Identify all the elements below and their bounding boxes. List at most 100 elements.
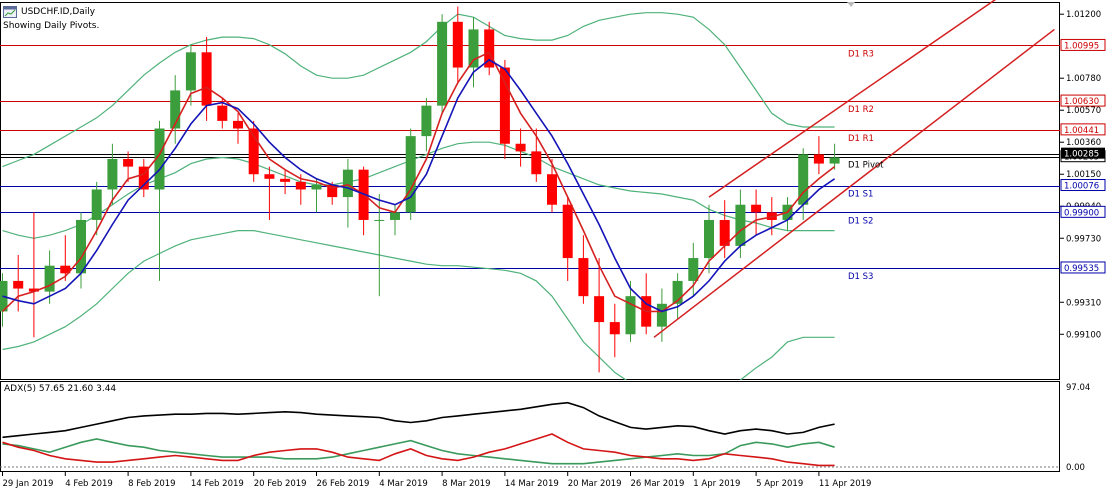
price-tag-box [1060,123,1106,136]
candle-bull [829,157,840,164]
x-tick-label: 20 Feb 2019 [254,479,307,489]
candle-bear [751,204,762,213]
pivot-label: D1 Pivot [848,161,884,171]
candle-bear [531,151,542,175]
candle-bull [76,219,86,274]
candle-bear [609,322,620,335]
candle-bear [813,154,824,164]
candle-bear [60,265,71,274]
price-tag-box [1060,94,1106,107]
candle-bull [91,189,102,220]
chart-subtitle: Showing Daily Pivots. [3,21,100,31]
x-tick-label: 26 Feb 2019 [317,479,370,489]
pivot-label: D1 S2 [848,216,873,226]
adx-plus-di-line [2,438,835,465]
chart-window-icon [3,6,17,18]
x-tick-label: 8 Feb 2019 [128,479,176,489]
y-tick-label: 0.99100 [1066,330,1101,340]
y-tick-label: 0.99310 [1066,298,1101,308]
adx-main-line [2,401,835,439]
adx-minus-di-line [2,433,835,467]
pivot-label: D1 S1 [848,190,873,200]
candle-bull [468,29,479,68]
candle-bull [405,136,416,213]
ma-slow-line [2,58,836,313]
x-tick-label: 1 Apr 2019 [693,479,740,489]
candle-bear [594,296,605,323]
adx-readout: ADX(5) 57.65 21.60 3.44 [4,384,117,394]
x-tick-label: 29 Jan 2019 [3,479,54,489]
candle-bull [185,52,196,91]
candle-bull [798,154,809,205]
candle-bear [327,184,338,198]
x-tick-label: 26 Mar 2019 [631,479,685,489]
price-tag-box [1060,179,1106,192]
candle-bear [248,128,259,175]
candle-bull [688,258,699,281]
candle-bull [672,280,683,304]
trendline [708,0,997,198]
price-tag-box [1060,261,1106,274]
y-tick-label: 1.00150 [1066,170,1101,180]
x-tick-label: 4 Feb 2019 [65,479,113,489]
price-tag-label: 0.99900 [1064,208,1099,218]
candle-bear [484,29,495,68]
candle-bear [515,143,526,152]
candle-bear [28,288,39,292]
candle-bull [342,169,353,198]
price-tag-label: 1.00630 [1064,97,1099,107]
y-tick-label: 1.00570 [1066,106,1101,116]
candle-bear [452,21,463,68]
adx-plot [0,401,1060,468]
candle-bear [201,52,212,106]
candle-bull [704,219,714,259]
pivot-label: D1 S3 [848,272,873,282]
x-tick-label: 5 Apr 2019 [756,479,803,489]
candle-bull [170,90,181,129]
chart-title: USDCHF.ID,Daily [21,7,96,17]
candle-bull [390,212,400,220]
candle-bull [374,219,385,221]
candle-bull [421,105,432,137]
band-lower-line [2,230,835,380]
price-tag-box [1060,38,1106,51]
x-tick-label: 14 Mar 2019 [505,479,559,489]
candle-bear [295,181,306,190]
x-tick-label: 20 Mar 2019 [568,479,622,489]
price-tag-label: 1.00995 [1064,41,1099,51]
ma-fast-line [1,51,836,313]
candle-bear [264,174,275,179]
current-price-tag-label: 1.00285 [1064,150,1099,160]
y-tick-label: 0.99730 [1066,234,1101,244]
scroll-marker-icon [847,2,855,7]
y-tick-label: 1.00780 [1066,74,1101,84]
x-tick-label: 8 Mar 2019 [442,479,490,489]
price-tag-label: 1.00441 [1064,126,1099,136]
adx-panel-frame [0,381,1060,472]
price-tag-label: 0.99535 [1064,264,1099,274]
candle-bear [123,158,134,167]
trendline [653,28,1055,338]
candle-bear [499,67,510,144]
x-tick-label: 14 Feb 2019 [191,479,244,489]
x-tick-label: 11 Apr 2019 [819,479,872,489]
price-tag-label: 1.00076 [1064,182,1099,192]
candle-bear [547,174,557,205]
candle-bear [562,204,573,259]
candle-bull [625,296,636,335]
candle-bull [154,128,165,190]
x-tick-label: 4 Mar 2019 [379,479,427,489]
candle-bear [578,258,589,297]
candle-bull [107,158,118,190]
pivot-label: D1 R3 [848,49,874,59]
candle-bull [735,204,746,246]
candle-bull [437,21,448,106]
candle-bear [13,280,24,289]
candle-bear [719,219,730,246]
price-plot [0,6,1060,380]
candle-bear [233,120,243,129]
title-row: USDCHF.ID,Daily [3,5,363,19]
candle-bear [138,166,149,190]
